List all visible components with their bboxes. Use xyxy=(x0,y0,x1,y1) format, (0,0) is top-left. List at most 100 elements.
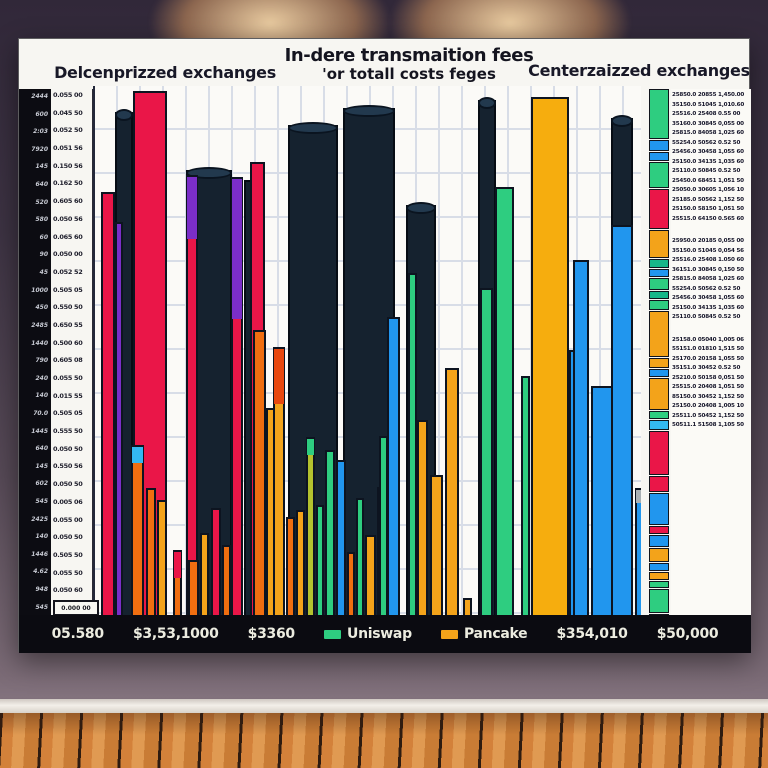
chart-title-line1: In-dere transmaition fees xyxy=(284,45,534,66)
strip-number: 7920 xyxy=(31,145,48,153)
strip-number: 2425 xyxy=(31,515,48,523)
strip-number: 140 xyxy=(35,533,48,541)
legend-swatch xyxy=(649,581,669,588)
strip-number: 790 xyxy=(35,357,48,365)
bar-segment xyxy=(174,552,181,578)
footer-label: Uniswap xyxy=(347,626,412,642)
chart-bar xyxy=(186,175,198,615)
footer-label: 05.580 xyxy=(51,626,105,642)
y-axis-label: 0.065 60 xyxy=(53,232,83,241)
left-number-strip: 2444 600 2:03 7920 145 640 520 580 60 90 45 1000 450… xyxy=(19,89,51,615)
cylinder-top xyxy=(611,115,633,127)
legend-row: 35151.0 30452 0.52 50 xyxy=(672,365,741,371)
legend-swatch xyxy=(649,278,669,290)
chart-bar xyxy=(635,488,641,615)
chart-bar xyxy=(101,192,115,615)
chart-bar xyxy=(253,330,266,615)
legend-row: 35150.0 51045 1,010.60 xyxy=(672,101,745,108)
y-axis-label: 0.055 00 xyxy=(53,515,83,524)
bar-segment xyxy=(232,179,242,319)
legend-row: 25450.0 68451 1,051 50 xyxy=(672,177,744,184)
legend-row: 25815.0 84058 1,025 60 xyxy=(672,130,744,136)
legend-row: 25515.0 20408 1,051 50 xyxy=(672,384,744,390)
legend-row: 35160.0 30845 0,055 00 xyxy=(672,120,744,127)
chart-plot-area xyxy=(93,86,641,615)
legend-swatch xyxy=(649,189,669,229)
bar-segment xyxy=(636,490,641,503)
strip-number: 600 xyxy=(35,110,48,118)
chart-bar xyxy=(531,97,569,615)
chart-bar xyxy=(417,420,428,615)
footer-label: $354,010 xyxy=(556,626,628,642)
y-axis-label: 0.505 05 xyxy=(53,409,83,418)
footer-label: Pancake xyxy=(463,626,528,642)
legend-row: 25850.0 20855 1,450.00 xyxy=(672,92,745,98)
y-axis-label: 0.050 00 xyxy=(53,250,83,259)
legend-swatch xyxy=(649,369,669,377)
legend-text-panel: 25850.0 20855 1,450.00 35150.0 51045 1,01… xyxy=(671,89,751,616)
legend-row: 25456.0 30458 1,055 60 xyxy=(672,295,744,301)
chart-bar xyxy=(521,376,530,615)
legend-row: 25210.0 50158 0,051 50 xyxy=(672,374,744,381)
chart-bar xyxy=(222,545,231,615)
legend-row-group: 25950.0 20185 0,055 00 35150.0 51045 0,05… xyxy=(672,237,750,323)
legend-row: 25950.0 20185 0,055 00 xyxy=(672,238,744,244)
chart-bar xyxy=(611,225,633,615)
y-axis-label: 0.052 52 xyxy=(53,267,83,276)
legend-row: 25456.0 30458 1,055 60 xyxy=(672,149,744,155)
legend-row: 36151.0 30845 0,150 50 xyxy=(672,266,744,273)
bar-segment xyxy=(132,447,143,463)
left-panel-heading: Delcenprizzed exchanges xyxy=(54,63,276,82)
legend-row: 25516.0 25408 0.55 00 xyxy=(672,111,741,117)
footer-label: $50,000 xyxy=(656,626,719,642)
legend-swatch xyxy=(649,420,669,430)
strip-number: 2444 xyxy=(31,93,48,100)
legend-swatch xyxy=(649,548,669,562)
chart-bar xyxy=(188,560,199,615)
legend-swatch xyxy=(649,378,669,410)
chart-bar xyxy=(146,488,156,615)
legend-key-icon xyxy=(324,629,342,639)
y-axis-label: 0.050 50 xyxy=(53,480,83,489)
strip-number: 545 xyxy=(35,498,48,506)
y-axis-labels: 0.055 00 0.045 50 0.052 50 0.051 56 0.150 56… xyxy=(51,89,93,615)
strip-number: 70.0 xyxy=(33,409,48,417)
legend-swatch xyxy=(649,259,669,268)
chart-bar xyxy=(379,436,388,615)
chart-bar xyxy=(387,317,400,615)
legend-row: 25185.0 50562 1,152 50 xyxy=(672,196,744,203)
chart-bar xyxy=(495,187,514,615)
chart-bar xyxy=(131,445,144,615)
legend-swatch xyxy=(649,563,669,571)
y-axis-label: 0.050 56 xyxy=(53,214,83,223)
legend-row: 50511.1 51508 1,105 50 xyxy=(672,422,744,428)
x-axis-label: 05.580 xyxy=(51,626,105,642)
chart-bar xyxy=(408,273,417,615)
x-axis-label: $50,000 xyxy=(657,626,719,642)
cylinder-top xyxy=(343,105,395,117)
legend-row: 25516.0 25408 1.050 60 xyxy=(672,257,744,263)
chart-bar xyxy=(157,500,167,615)
strip-number: 4.62 xyxy=(33,568,48,576)
chart-title-line2: 'or totall costs feges xyxy=(322,65,496,83)
strip-number: 1446 xyxy=(31,550,48,558)
y-axis-label: 0.055 00 xyxy=(53,91,83,99)
chart-bar xyxy=(463,598,472,615)
chart-bar xyxy=(573,260,589,615)
footer-label: $3360 xyxy=(247,626,296,642)
chart-bar xyxy=(200,533,209,615)
strip-number: 580 xyxy=(35,216,48,224)
legend-row: 25150.0 34135 1,035 60 xyxy=(672,158,744,165)
y-axis-label: 0.650 55 xyxy=(53,320,83,329)
strip-number: 545 xyxy=(35,603,48,611)
chart-bar xyxy=(231,177,243,615)
chart-bar xyxy=(173,550,182,615)
bar-segment xyxy=(307,439,314,455)
legend-row: 55254.0 50562 0.52 50 xyxy=(672,285,741,292)
chart-bar xyxy=(480,288,493,615)
strip-number: 1440 xyxy=(31,339,48,347)
strip-number: 145 xyxy=(35,163,48,171)
legend-swatch xyxy=(649,140,669,151)
chart-bar xyxy=(325,450,335,615)
chart-bar xyxy=(356,498,364,615)
